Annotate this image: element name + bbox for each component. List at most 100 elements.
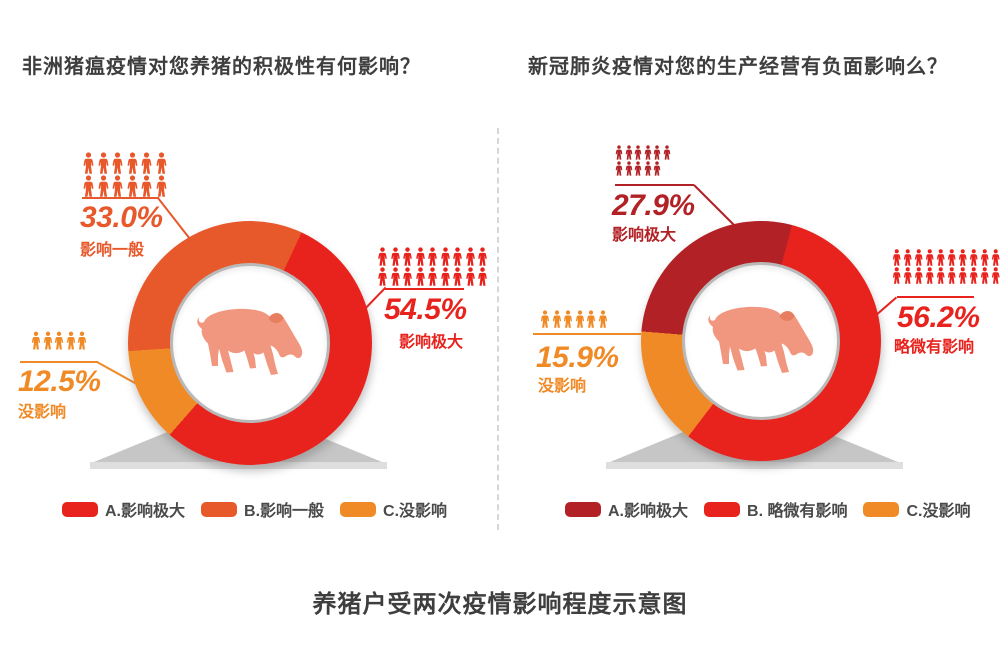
person-icon	[403, 267, 412, 286]
person-icon	[83, 175, 94, 197]
person-icon	[980, 267, 989, 284]
percentage-value: 12.5%	[18, 365, 101, 398]
legend-label: C.没影响	[383, 503, 448, 520]
right-donut-chart	[641, 221, 881, 461]
person-icon	[465, 247, 475, 266]
right-chart-question: 新冠肺炎疫情对您的生产经营有负面影响么？	[528, 56, 948, 78]
person-icon	[615, 161, 623, 176]
percentage-value: 33.0%	[80, 201, 163, 234]
person-icon	[575, 310, 584, 328]
legend-label: C.没影响	[906, 503, 971, 520]
person-icon	[478, 247, 487, 266]
leader-line	[897, 296, 974, 298]
left-donut-chart	[128, 221, 372, 465]
person-icon	[958, 249, 967, 266]
leader-line	[385, 288, 464, 290]
person-icon	[77, 331, 87, 350]
person-icon	[127, 175, 137, 197]
person-icon	[403, 247, 412, 266]
person-icon	[625, 145, 632, 160]
person-icon	[892, 249, 901, 266]
legend-swatch	[565, 501, 601, 517]
person-icon	[540, 310, 550, 328]
person-icon	[415, 247, 425, 266]
person-icon	[428, 247, 437, 266]
leader-line	[533, 333, 641, 335]
person-icon	[127, 152, 137, 174]
legend-label: A.影响极大	[608, 503, 689, 520]
person-icon	[156, 175, 166, 197]
person-icon	[958, 267, 967, 284]
person-icon	[453, 247, 462, 266]
legend-label: B.影响一般	[244, 503, 325, 520]
person-icon	[914, 249, 923, 266]
person-icon-group	[82, 152, 168, 198]
person-icon	[156, 152, 166, 174]
person-icon	[54, 331, 64, 350]
person-icon	[969, 267, 978, 284]
person-icon	[390, 247, 400, 266]
person-icon	[440, 267, 450, 286]
person-icon	[378, 247, 387, 266]
left-donut-pedestal-base	[90, 462, 387, 469]
person-icon	[31, 331, 41, 350]
person-icon	[634, 161, 642, 176]
person-icon-group	[892, 249, 1000, 285]
leader-line	[82, 197, 159, 199]
person-icon	[563, 310, 573, 328]
leader-line	[615, 184, 694, 186]
left-legend: A.影响极大 B.影响一般 C.没影响	[62, 497, 447, 521]
person-icon-group	[615, 145, 671, 177]
pig-icon	[197, 308, 303, 375]
person-icon	[98, 152, 108, 174]
person-icon	[415, 267, 425, 286]
left-chart-question: 非洲猪瘟疫情对您养猪的积极性有何影响？	[22, 56, 421, 78]
person-icon	[625, 161, 632, 176]
person-icon	[644, 161, 651, 176]
legend-swatch	[62, 501, 98, 517]
person-icon	[390, 267, 400, 286]
person-icon	[991, 267, 1000, 284]
person-icon	[552, 310, 561, 328]
percentage-value: 27.9%	[612, 189, 695, 222]
legend-swatch	[704, 501, 741, 517]
legend-item: B. 略微有影响	[704, 497, 847, 521]
pig-icon	[708, 306, 814, 373]
legend-item: C.没影响	[863, 497, 970, 521]
person-icon	[378, 267, 387, 286]
segment-name: 没影响	[538, 378, 587, 395]
segment-name: 影响极大	[612, 227, 677, 244]
person-icon	[478, 267, 487, 286]
person-icon	[83, 152, 94, 174]
person-icon	[991, 249, 1000, 266]
person-icon	[112, 152, 123, 174]
legend-swatch	[863, 501, 900, 517]
person-icon	[98, 175, 108, 197]
person-icon	[892, 267, 901, 284]
legend-item: C.没影响	[340, 497, 447, 521]
person-icon	[586, 310, 596, 328]
right-donut-hole	[682, 262, 840, 420]
person-icon	[936, 249, 945, 266]
person-icon	[465, 267, 475, 286]
bottom-caption: 养猪户受两次疫情影响程度示意图	[312, 591, 688, 618]
person-icon	[428, 267, 437, 286]
person-icon	[947, 267, 956, 284]
percentage-value: 54.5%	[384, 293, 467, 326]
segment-name: 没影响	[18, 404, 67, 421]
person-icon	[903, 267, 912, 284]
person-icon	[653, 161, 661, 176]
person-icon-group	[31, 331, 87, 351]
legend-item: A.影响极大	[62, 497, 185, 521]
segment-name: 影响极大	[399, 334, 464, 351]
person-icon	[634, 145, 642, 160]
left-donut-hole	[170, 263, 330, 423]
person-icon	[453, 267, 462, 286]
person-icon	[980, 249, 989, 266]
person-icon	[663, 145, 670, 160]
person-icon-group	[540, 310, 608, 329]
person-icon	[141, 152, 152, 174]
person-icon	[936, 267, 945, 284]
percentage-value: 15.9%	[536, 341, 619, 374]
person-icon	[112, 175, 123, 197]
